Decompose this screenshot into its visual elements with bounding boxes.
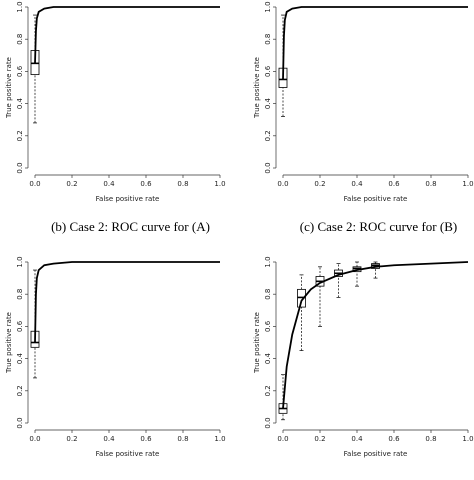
roc-curve: [34, 6, 220, 64]
x-tick-label: 0.0: [29, 435, 40, 443]
x-axis-label: False positive rate: [344, 195, 408, 203]
y-tick-label: 1.0: [264, 256, 272, 267]
roc-curve: [282, 261, 469, 409]
x-tick-label: 0.8: [425, 180, 436, 188]
x-tick-label: 0.2: [66, 435, 77, 443]
roc-curve: [282, 6, 468, 80]
y-tick-label: 0.8: [264, 34, 272, 45]
x-tick-label: 0.6: [140, 180, 152, 188]
y-tick-label: 1.0: [16, 256, 24, 267]
y-tick-label: 0.0: [16, 417, 24, 428]
x-axis-label: False positive rate: [344, 450, 408, 458]
x-axis-label: False positive rate: [96, 450, 160, 458]
x-tick-label: 0.0: [277, 180, 288, 188]
x-tick-label: 0.4: [103, 180, 115, 188]
y-tick-label: 0.4: [16, 352, 24, 364]
x-tick-label: 0.0: [29, 180, 40, 188]
y-tick-label: 0.6: [16, 320, 24, 332]
x-tick-label: 1.0: [214, 180, 225, 188]
y-tick-label: 0.2: [264, 130, 272, 141]
y-tick-label: 0.8: [16, 289, 24, 300]
y-tick-label: 0.4: [16, 97, 24, 109]
caption: (c) Case 2: ROC curve for (B): [300, 219, 457, 234]
y-tick-label: 0.6: [264, 65, 272, 77]
x-tick-label: 0.4: [351, 180, 363, 188]
x-tick-label: 0.6: [388, 435, 400, 443]
x-tick-label: 1.0: [462, 435, 473, 443]
x-tick-label: 0.4: [103, 435, 115, 443]
y-axis-label: True positive rate: [253, 57, 261, 119]
y-tick-label: 0.2: [16, 130, 24, 141]
x-tick-label: 0.2: [314, 180, 325, 188]
x-axis-label: False positive rate: [96, 195, 160, 203]
y-tick-label: 0.4: [264, 97, 272, 109]
x-tick-label: 0.0: [277, 435, 288, 443]
y-tick-label: 0.8: [16, 34, 24, 45]
x-tick-label: 0.2: [314, 435, 325, 443]
x-tick-label: 0.6: [140, 435, 152, 443]
x-tick-label: 0.8: [177, 180, 188, 188]
x-tick-label: 0.4: [351, 435, 363, 443]
y-tick-label: 0.0: [264, 162, 272, 173]
y-tick-label: 0.2: [16, 385, 24, 396]
y-tick-label: 0.6: [264, 320, 272, 332]
x-tick-label: 1.0: [462, 180, 473, 188]
caption: (b) Case 2: ROC curve for (A): [51, 219, 210, 234]
y-tick-label: 0.0: [264, 417, 272, 428]
roc-curve: [34, 261, 220, 343]
y-tick-label: 0.4: [264, 352, 272, 364]
x-tick-label: 1.0: [214, 435, 225, 443]
y-tick-label: 0.2: [264, 385, 272, 396]
x-tick-label: 0.8: [177, 435, 188, 443]
box: [297, 288, 306, 308]
y-tick-label: 0.8: [264, 289, 272, 300]
x-tick-label: 0.6: [388, 180, 400, 188]
y-tick-label: 0.0: [16, 162, 24, 173]
y-axis-label: True positive rate: [5, 57, 13, 119]
y-axis-label: True positive rate: [253, 312, 261, 374]
y-tick-label: 1.0: [16, 1, 24, 12]
x-tick-label: 0.2: [66, 180, 77, 188]
y-tick-label: 1.0: [264, 1, 272, 12]
y-axis-label: True positive rate: [5, 312, 13, 374]
x-tick-label: 0.8: [425, 435, 436, 443]
y-tick-label: 0.6: [16, 65, 24, 77]
